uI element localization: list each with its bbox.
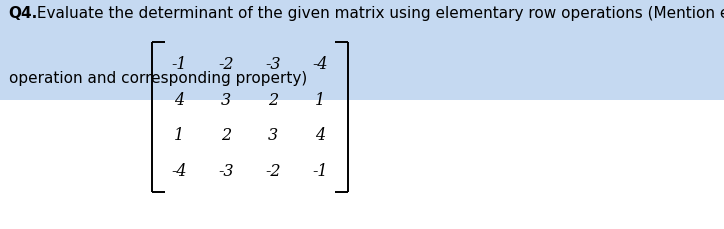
Text: 1: 1	[316, 91, 325, 108]
Text: 3: 3	[269, 127, 278, 144]
Text: -1: -1	[172, 56, 187, 73]
Text: 4: 4	[174, 91, 184, 108]
Text: -3: -3	[266, 56, 281, 73]
Text: -2: -2	[219, 56, 234, 73]
Text: 1: 1	[174, 127, 184, 144]
Text: Evaluate the determinant of the given matrix using elementary row operations (Me: Evaluate the determinant of the given ma…	[32, 6, 724, 21]
Text: -3: -3	[219, 162, 234, 179]
Text: -4: -4	[172, 162, 187, 179]
Text: 2: 2	[222, 127, 231, 144]
Text: -1: -1	[313, 162, 328, 179]
FancyBboxPatch shape	[0, 0, 724, 101]
Text: -4: -4	[313, 56, 328, 73]
Text: 4: 4	[316, 127, 325, 144]
Text: Q4.: Q4.	[9, 6, 38, 21]
Text: -2: -2	[266, 162, 281, 179]
Text: operation and corresponding property): operation and corresponding property)	[9, 71, 307, 86]
Text: 3: 3	[222, 91, 231, 108]
Text: 2: 2	[269, 91, 278, 108]
